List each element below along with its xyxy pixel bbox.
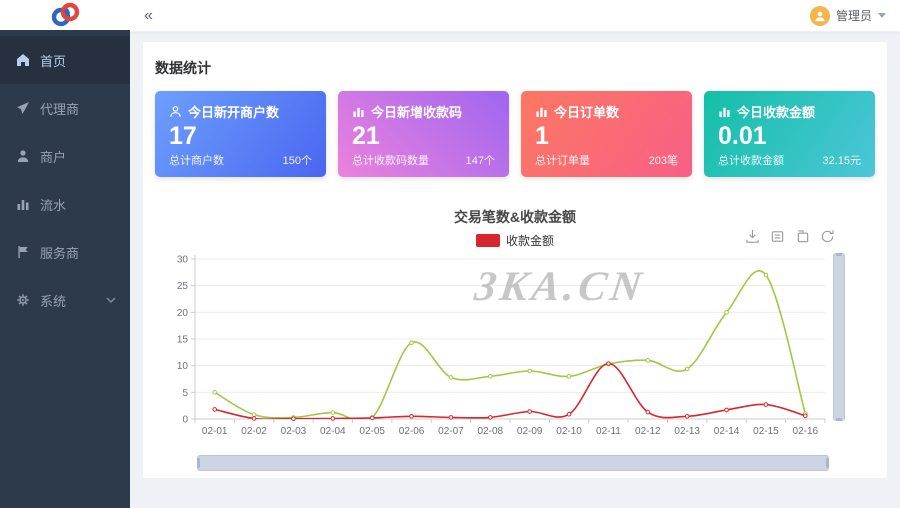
card-footer-label: 总计订单量 bbox=[535, 155, 590, 167]
bar-chart-icon bbox=[353, 107, 364, 118]
chart-canvas[interactable]: 0 5 10 15 20 25 30 02-01 02-02 02-03 02-04 02-05 02-… bbox=[155, 251, 845, 451]
svg-text:10: 10 bbox=[177, 361, 189, 372]
card-value: 21 bbox=[352, 122, 380, 150]
home-icon bbox=[17, 54, 29, 66]
card-title: 今日新增收款码 bbox=[371, 105, 463, 120]
svg-text:5: 5 bbox=[182, 388, 188, 399]
data-view-icon[interactable] bbox=[770, 229, 785, 244]
user-icon bbox=[170, 106, 181, 117]
zoom-handle[interactable] bbox=[836, 253, 842, 256]
sidebar-item-label: 系统 bbox=[40, 293, 67, 309]
vertical-datazoom-slider[interactable] bbox=[833, 253, 845, 421]
sidebar-item-home[interactable]: 首页 bbox=[0, 36, 130, 84]
zoom-handle[interactable] bbox=[836, 418, 842, 421]
stat-card-0: 今日新开商户数 17 总计商户数 150个 bbox=[155, 91, 326, 177]
svg-text:02-11: 02-11 bbox=[596, 426, 621, 437]
sidebar-item-label: 首页 bbox=[40, 53, 67, 69]
legend-label: 收款金额 bbox=[505, 234, 554, 248]
zoom-handle[interactable] bbox=[826, 458, 829, 468]
stat-card-2: 今日订单数 1 总计订单量 203笔 bbox=[521, 91, 692, 177]
sidebar-item-service-provider[interactable]: 服务商 bbox=[0, 228, 130, 276]
sidebar-item-label: 代理商 bbox=[40, 101, 80, 117]
restore-icon[interactable] bbox=[795, 229, 810, 244]
card-value: 1 bbox=[535, 122, 549, 150]
svg-text:25: 25 bbox=[177, 281, 189, 292]
svg-text:02-09: 02-09 bbox=[517, 426, 543, 437]
sidebar-item-agent[interactable]: 代理商 bbox=[0, 84, 130, 132]
stat-card-1: 今日新增收款码 21 总计收款码数量 147个 bbox=[338, 91, 509, 177]
flag-icon bbox=[18, 246, 28, 258]
sidebar-item-label: 服务商 bbox=[40, 245, 80, 261]
chart-title: 交易笔数&收款金额 bbox=[453, 209, 577, 225]
sidebar-item-transactions[interactable]: 流水 bbox=[0, 180, 130, 228]
card-footer-label: 总计商户数 bbox=[169, 155, 224, 167]
gear-icon bbox=[17, 294, 29, 306]
user-menu[interactable]: 管理员 bbox=[809, 5, 900, 26]
svg-text:0: 0 bbox=[182, 415, 188, 426]
card-footer-value: 203笔 bbox=[648, 155, 678, 167]
svg-text:02-03: 02-03 bbox=[281, 426, 307, 437]
sidebar-item-system[interactable]: 系统 bbox=[0, 276, 130, 324]
svg-text:30: 30 bbox=[177, 255, 189, 266]
bar-chart-icon bbox=[536, 107, 547, 118]
svg-text:02-05: 02-05 bbox=[359, 426, 385, 437]
app-logo[interactable] bbox=[0, 0, 130, 30]
content-panel: 数据统计 今日新开商户数 17 总计商户数 150个 bbox=[143, 42, 887, 478]
card-title: 今日新开商户数 bbox=[188, 105, 280, 120]
person-icon bbox=[815, 11, 825, 21]
svg-text:02-04: 02-04 bbox=[320, 426, 346, 437]
sidebar-collapse-button[interactable]: « bbox=[144, 6, 153, 24]
svg-text:02-14: 02-14 bbox=[714, 426, 740, 437]
top-header: « 管理员 bbox=[130, 0, 900, 32]
chart-container: 交易笔数&收款金额 收款金额 3K bbox=[155, 207, 875, 473]
logo-hearts-icon bbox=[51, 2, 80, 27]
svg-text:20: 20 bbox=[177, 308, 189, 319]
svg-text:02-07: 02-07 bbox=[438, 426, 464, 437]
legend-marker bbox=[475, 234, 500, 247]
horizontal-datazoom-slider[interactable] bbox=[197, 455, 829, 471]
zoom-handle[interactable] bbox=[197, 458, 200, 468]
svg-text:02-02: 02-02 bbox=[241, 426, 267, 437]
username: 管理员 bbox=[835, 9, 872, 23]
svg-text:02-08: 02-08 bbox=[478, 426, 504, 437]
card-value: 0.01 bbox=[718, 122, 767, 150]
chart-toolbox bbox=[745, 229, 835, 244]
avatar bbox=[809, 5, 830, 26]
caret-down-icon bbox=[878, 13, 886, 18]
card-footer-value: 150个 bbox=[282, 155, 312, 167]
sidebar-menu: 首页 代理商 商户 流水 服务商 bbox=[0, 30, 130, 324]
svg-text:02-01: 02-01 bbox=[202, 426, 228, 437]
svg-text:02-16: 02-16 bbox=[793, 426, 819, 437]
send-icon bbox=[17, 102, 29, 114]
svg-text:15: 15 bbox=[177, 335, 189, 346]
stat-card-3: 今日收款金额 0.01 总计收款金额 32.15元 bbox=[704, 91, 875, 177]
bar-chart-icon bbox=[719, 107, 730, 118]
card-value: 17 bbox=[169, 122, 197, 150]
card-footer-label: 总计收款码数量 bbox=[352, 155, 429, 167]
main-content: 数据统计 今日新开商户数 17 总计商户数 150个 bbox=[130, 32, 900, 508]
refresh-icon[interactable] bbox=[820, 229, 835, 244]
legend-item-amount[interactable]: 收款金额 bbox=[155, 232, 875, 249]
bar-chart-icon bbox=[17, 200, 29, 210]
user-icon bbox=[17, 150, 29, 162]
sidebar-item-label: 商户 bbox=[40, 149, 67, 165]
card-footer-label: 总计收款金额 bbox=[718, 155, 784, 167]
svg-text:02-12: 02-12 bbox=[635, 426, 661, 437]
page-title: 数据统计 bbox=[155, 60, 211, 76]
svg-text:02-15: 02-15 bbox=[753, 426, 779, 437]
sidebar-item-merchant[interactable]: 商户 bbox=[0, 132, 130, 180]
chevron-down-icon bbox=[106, 297, 116, 303]
save-image-icon[interactable] bbox=[745, 229, 760, 244]
stat-cards: 今日新开商户数 17 总计商户数 150个 今日新增收款码 21 bbox=[155, 91, 875, 177]
svg-text:02-06: 02-06 bbox=[399, 426, 425, 437]
sidebar-item-label: 流水 bbox=[40, 197, 67, 213]
svg-text:02-10: 02-10 bbox=[556, 426, 582, 437]
card-footer-value: 32.15元 bbox=[822, 155, 861, 167]
card-footer-value: 147个 bbox=[465, 155, 495, 167]
card-title: 今日订单数 bbox=[554, 105, 620, 120]
card-title: 今日收款金额 bbox=[737, 105, 816, 120]
sidebar: 首页 代理商 商户 流水 服务商 bbox=[0, 0, 130, 508]
svg-text:02-13: 02-13 bbox=[674, 426, 700, 437]
